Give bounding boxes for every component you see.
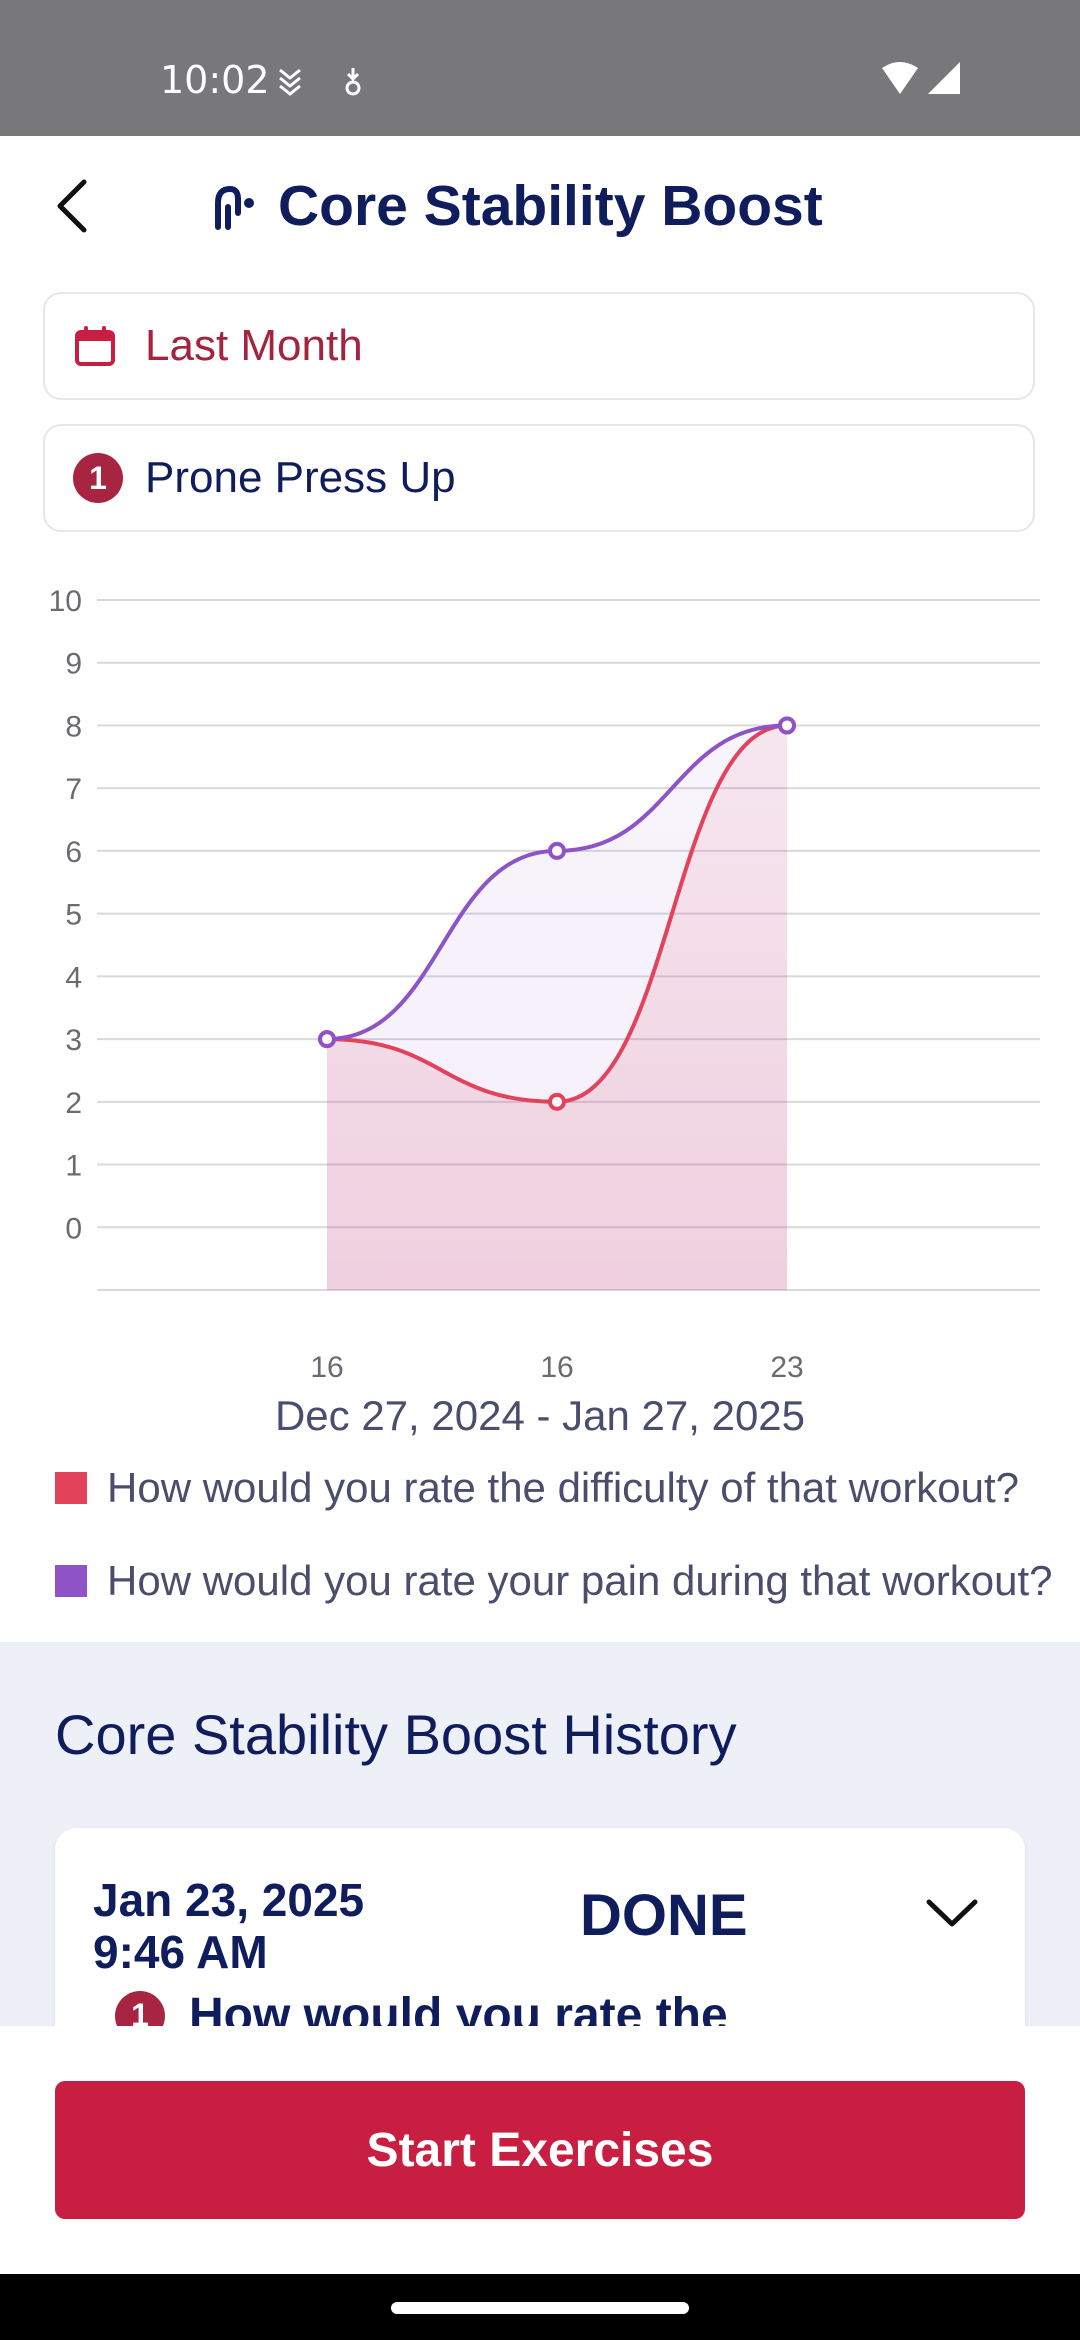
x-tick-label: 16: [310, 1351, 343, 1384]
expand-button[interactable]: [925, 1896, 979, 1935]
home-gesture-handle[interactable]: [391, 2302, 689, 2314]
layers-icon: [279, 68, 301, 96]
y-tick-label: 7: [65, 773, 82, 806]
chevron-left-icon: [57, 179, 87, 233]
y-tick-label: 0: [65, 1212, 82, 1245]
back-button[interactable]: [48, 176, 98, 236]
question-text: How would you rate the: [189, 1989, 728, 2026]
y-tick-label: 4: [65, 961, 82, 994]
y-tick-label: 2: [65, 1087, 82, 1120]
page-title: Core Stability Boost: [278, 174, 823, 238]
chevron-down-icon: [926, 1899, 978, 1927]
data-point-pain: [318, 1030, 336, 1049]
status-bar: 10:02: [0, 0, 1080, 136]
status-time: 10:02: [160, 58, 270, 102]
history-card-time: 9:46 AM: [93, 1926, 268, 1978]
chart-date-range: Dec 27, 2024 - Jan 27, 2025: [274, 1392, 806, 1439]
bottom-action-bar: Start Exercises: [0, 2026, 1080, 2274]
legend-item-pain: How would you rate your pain during that…: [55, 1557, 1053, 1605]
y-tick-label: 9: [65, 648, 82, 681]
legend-label-pain: How would you rate your pain during that…: [107, 1557, 1053, 1604]
y-tick-label: 5: [65, 899, 82, 932]
header: Core Stability Boost: [0, 136, 1080, 276]
data-point-pain: [548, 841, 566, 860]
series-line-difficulty: [326, 723, 788, 1104]
y-tick-label: 10: [49, 585, 82, 618]
exercise-picker[interactable]: 1 Prone Press Up: [43, 424, 1035, 532]
calendar-icon: [75, 326, 115, 366]
x-tick-label: 23: [770, 1351, 803, 1384]
date-range-picker[interactable]: Last Month: [43, 292, 1035, 400]
legend-swatch-difficulty: [55, 1472, 87, 1504]
date-range-label: Last Month: [145, 321, 363, 370]
status-notification-icons: [276, 62, 376, 107]
signal-icon: [928, 62, 960, 94]
system-nav-bar: [0, 2274, 1080, 2340]
y-tick-label: 3: [65, 1024, 82, 1057]
wifi-icon: [882, 62, 918, 94]
y-tick-label: 6: [65, 836, 82, 869]
data-point-difficulty: [548, 1092, 566, 1111]
history-section: Core Stability Boost History Jan 23, 202…: [0, 1642, 1080, 2026]
progress-chart: 10 9 8 7 6 5 4 3 2 1 0 16 16 23: [0, 560, 1080, 1640]
series-area-pain: [327, 725, 787, 1290]
history-card-date: Jan 23, 2025: [93, 1874, 365, 1926]
header-title-wrap: Core Stability Boost: [212, 166, 823, 246]
history-card[interactable]: Jan 23, 2025 9:46 AM DONE 1 How would yo…: [55, 1828, 1025, 2026]
data-point-pain: [778, 716, 796, 735]
download-icon: [345, 68, 361, 96]
exercise-label: Prone Press Up: [145, 453, 456, 502]
status-system-icons: [880, 60, 962, 105]
history-card-question: 1 How would you rate the: [115, 1988, 728, 2026]
history-title: Core Stability Boost History: [55, 1703, 737, 1766]
legend-item-difficulty: How would you rate the difficulty of tha…: [55, 1464, 1019, 1512]
legend-swatch-pain: [55, 1565, 87, 1597]
exercise-number-badge: 1: [73, 453, 123, 503]
history-card-datetime: Jan 23, 2025 9:46 AM: [93, 1874, 364, 1978]
question-number-badge: 1: [115, 1990, 165, 2026]
exercise-figure-icon: [215, 185, 254, 230]
start-exercises-button[interactable]: Start Exercises: [55, 2081, 1025, 2219]
legend-label-difficulty: How would you rate the difficulty of tha…: [107, 1464, 1020, 1511]
history-card-status: DONE: [580, 1883, 748, 1948]
y-tick-label: 1: [65, 1150, 82, 1183]
y-tick-label: 8: [65, 710, 82, 743]
x-tick-label: 16: [540, 1351, 573, 1384]
